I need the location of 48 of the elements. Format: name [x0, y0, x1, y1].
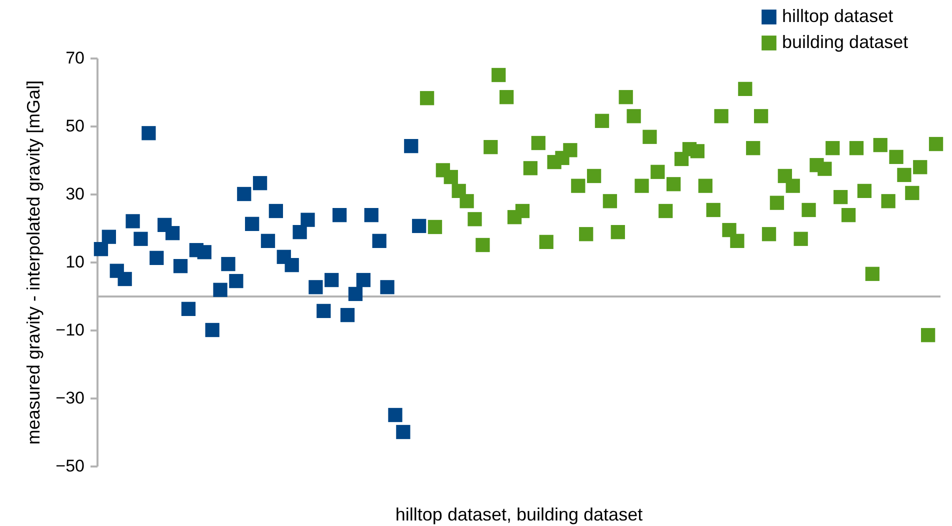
y-tick-label: 70: [66, 48, 84, 68]
point: [388, 408, 402, 422]
legend-label: building dataset: [782, 32, 908, 52]
point: [412, 218, 426, 234]
y-tick-label: 30: [66, 184, 84, 204]
point: [165, 226, 180, 240]
point: [126, 214, 140, 228]
legend-label: hilltop dataset: [782, 6, 894, 26]
point: [118, 272, 132, 286]
point: [396, 424, 410, 440]
point: [102, 230, 116, 244]
point: [340, 308, 355, 322]
y-tick-label: 50: [66, 116, 84, 136]
x-axis-title: hilltop dataset, building dataset: [395, 504, 643, 524]
point: [94, 242, 108, 256]
point: [173, 259, 188, 274]
point: [237, 186, 252, 202]
point: [142, 126, 156, 140]
point: [134, 232, 148, 246]
y-tick-label: 10: [66, 252, 84, 272]
point: [213, 282, 228, 297]
y-axis-title: measured gravity - interpolated gravity [mGal]: [24, 80, 44, 445]
point: [348, 286, 363, 302]
point: [150, 250, 164, 265]
point: [372, 234, 386, 248]
point: [229, 274, 244, 288]
y-tick-label: −30: [56, 388, 84, 408]
point: [252, 176, 268, 190]
point: [260, 234, 276, 248]
y-tick-label: −10: [56, 320, 84, 340]
point: [205, 322, 220, 338]
point: [292, 225, 307, 240]
point: [181, 302, 196, 316]
point: [332, 208, 347, 222]
point: [380, 280, 394, 294]
point: [221, 256, 236, 272]
point: [356, 272, 370, 288]
point: [284, 258, 299, 272]
point: [308, 280, 323, 294]
y-tick-label: −50: [56, 456, 84, 476]
point: [268, 204, 284, 218]
point: [324, 272, 339, 288]
point: [404, 138, 418, 154]
point: [197, 245, 212, 260]
point: [364, 208, 378, 222]
point: [316, 304, 331, 318]
point: [245, 216, 260, 231]
point: [300, 212, 315, 227]
